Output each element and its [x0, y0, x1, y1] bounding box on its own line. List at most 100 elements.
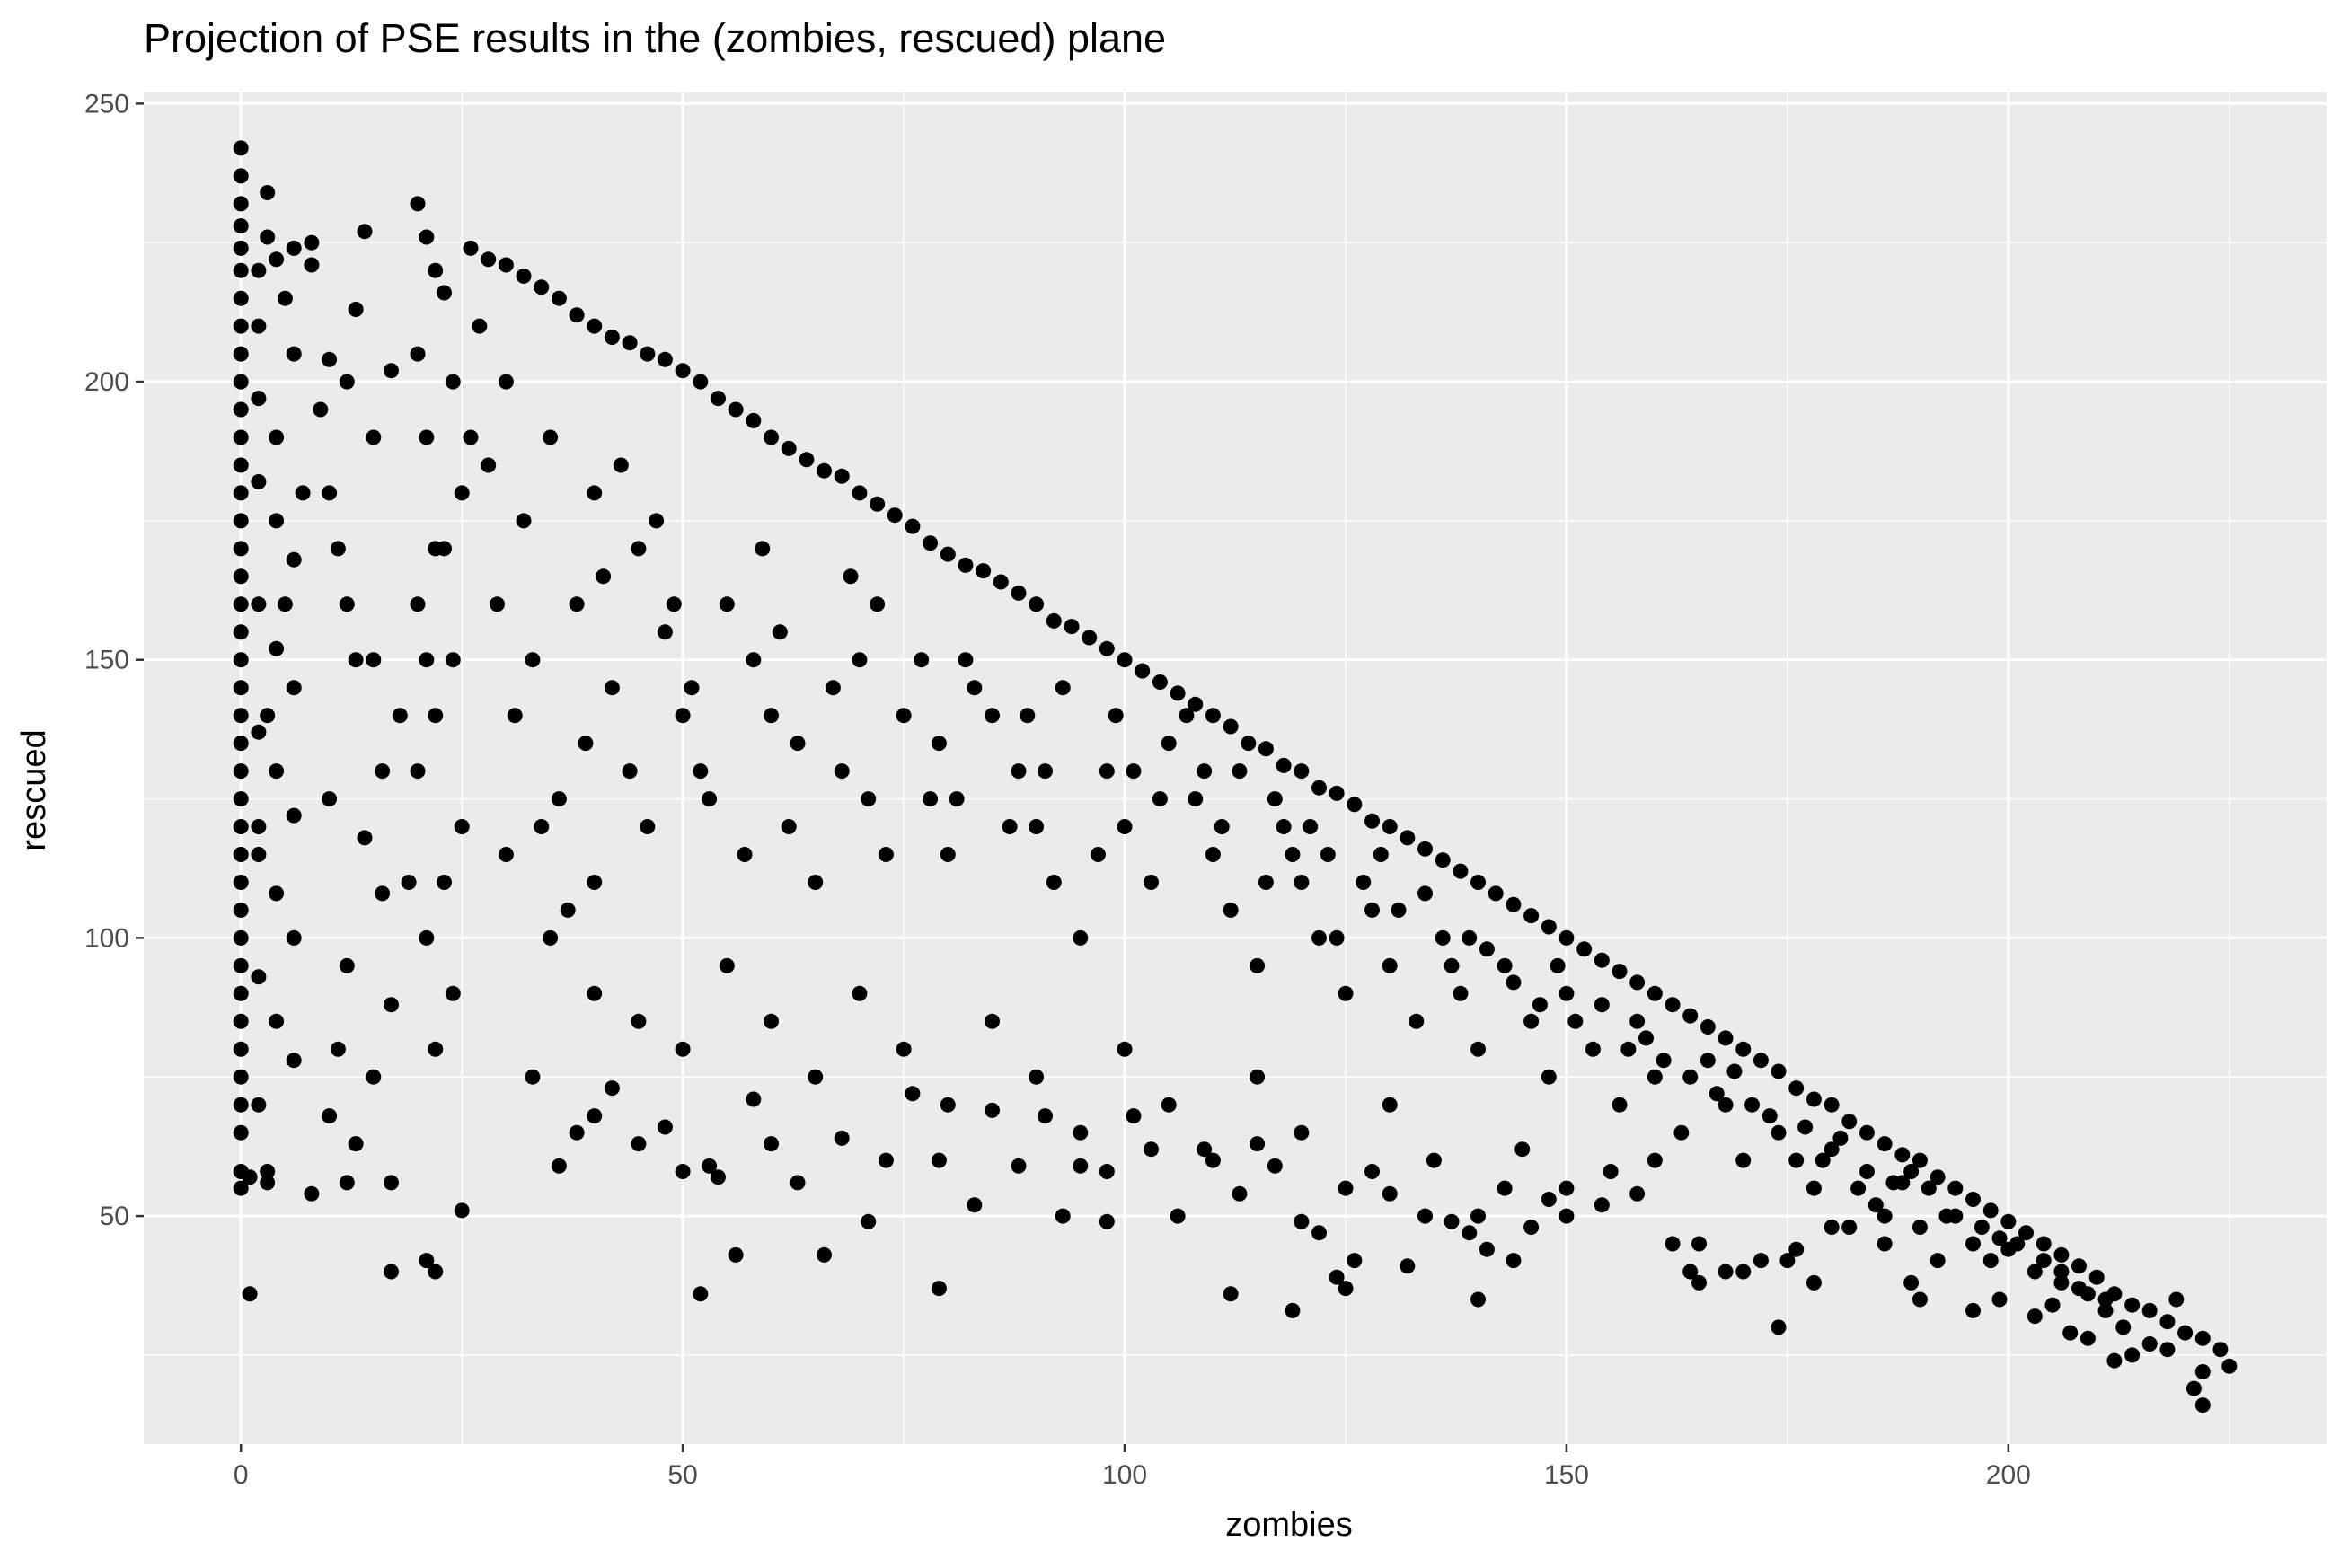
data-point	[1806, 1274, 1822, 1291]
data-point	[269, 640, 285, 656]
data-point	[233, 374, 249, 390]
data-point	[1885, 1175, 1902, 1191]
data-point	[1294, 763, 1310, 780]
data-point	[737, 847, 753, 862]
data-point	[1011, 1158, 1027, 1174]
data-point	[1320, 847, 1336, 862]
data-point	[569, 1124, 585, 1141]
data-point	[569, 307, 585, 323]
data-point	[2115, 1319, 2132, 1335]
data-point	[587, 875, 603, 890]
data-point	[1267, 791, 1283, 807]
data-point	[1983, 1202, 1999, 1219]
data-point	[1020, 708, 1036, 724]
data-point	[233, 290, 249, 306]
data-point	[675, 363, 691, 379]
data-point	[2177, 1325, 2194, 1341]
data-point	[525, 1069, 541, 1085]
data-point	[445, 985, 461, 1001]
data-point	[1364, 813, 1380, 829]
data-point	[322, 351, 338, 367]
data-point	[233, 819, 249, 834]
data-point	[233, 240, 249, 256]
data-point	[1073, 1158, 1089, 1174]
data-point	[286, 551, 302, 568]
data-point	[764, 429, 779, 445]
data-point	[1329, 929, 1345, 946]
data-point	[1232, 1185, 1248, 1202]
data-point	[1223, 902, 1239, 918]
data-point	[1417, 1208, 1433, 1224]
x-tick-label: 200	[1986, 1460, 2031, 1490]
data-point	[1409, 1013, 1425, 1029]
data-point	[286, 680, 302, 696]
data-point	[631, 541, 647, 557]
data-point	[640, 346, 656, 362]
data-point	[490, 596, 505, 612]
data-point	[2221, 1358, 2238, 1374]
data-point	[534, 279, 550, 295]
data-point	[2212, 1342, 2229, 1358]
data-point	[1559, 929, 1575, 946]
data-point	[1144, 875, 1159, 890]
data-point	[1099, 1213, 1115, 1229]
data-point	[808, 1069, 824, 1085]
data-point	[1391, 902, 1407, 918]
data-point	[251, 391, 267, 407]
data-point	[428, 1264, 444, 1280]
data-point	[1064, 619, 1080, 635]
data-point	[967, 1197, 983, 1213]
data-point	[233, 680, 249, 696]
data-point	[286, 929, 302, 946]
data-point	[330, 541, 346, 557]
data-point	[410, 196, 426, 212]
data-point	[1285, 847, 1301, 862]
data-point	[1629, 1185, 1646, 1202]
data-point	[1930, 1169, 1946, 1185]
data-point	[304, 234, 320, 251]
data-point	[251, 724, 267, 740]
data-point	[233, 652, 249, 668]
data-point	[1294, 1213, 1310, 1229]
data-point	[675, 1164, 691, 1179]
data-point	[1541, 1069, 1557, 1085]
data-point	[2080, 1286, 2096, 1302]
data-point	[322, 1108, 338, 1124]
data-point	[1771, 1319, 1787, 1335]
data-point	[1029, 819, 1045, 834]
data-point	[1700, 1019, 1716, 1035]
data-point	[233, 624, 249, 640]
data-point	[1691, 1236, 1707, 1252]
data-point	[1735, 1152, 1752, 1168]
data-point	[1726, 1063, 1743, 1079]
data-point	[1541, 919, 1557, 935]
data-point	[1859, 1164, 1875, 1179]
data-point	[1718, 1030, 1734, 1046]
data-point	[1205, 1152, 1221, 1168]
data-point	[1029, 596, 1045, 612]
data-point	[693, 374, 709, 390]
data-point	[1841, 1220, 1858, 1235]
data-point	[817, 462, 832, 479]
data-point	[931, 1281, 947, 1297]
data-point	[1462, 929, 1478, 946]
data-point	[1011, 585, 1027, 601]
data-point	[1276, 757, 1292, 773]
data-point	[481, 457, 497, 473]
data-point	[269, 251, 285, 268]
data-point	[755, 541, 771, 557]
data-point	[428, 1041, 444, 1057]
data-point	[560, 902, 576, 918]
data-point	[940, 1097, 956, 1113]
data-point	[1082, 630, 1098, 646]
data-point	[2194, 1397, 2211, 1414]
data-point	[233, 168, 249, 184]
data-point	[1647, 1069, 1663, 1085]
data-point	[251, 1097, 267, 1113]
data-point	[1647, 985, 1663, 1001]
data-point	[1877, 1136, 1893, 1152]
data-point	[463, 240, 479, 256]
data-point	[1444, 957, 1460, 973]
data-point	[525, 652, 541, 668]
data-point	[675, 1041, 691, 1057]
